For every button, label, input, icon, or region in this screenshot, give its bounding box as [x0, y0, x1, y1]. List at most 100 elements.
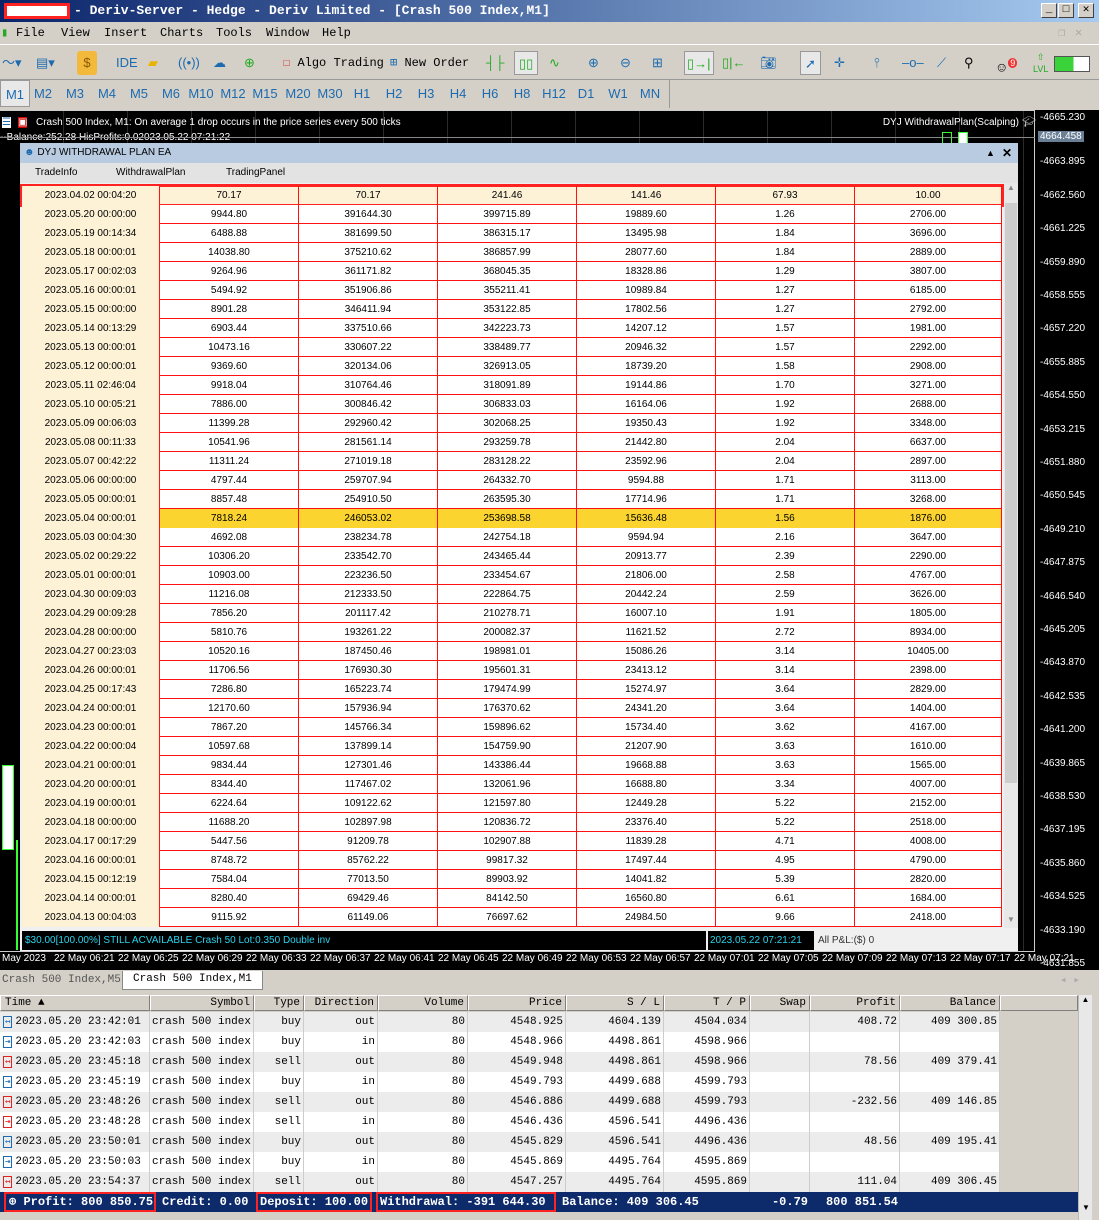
table-row[interactable]: 2023.04.30 00:09:03 11216.08 212333.50 2228…	[22, 585, 1002, 604]
timeframe-h12[interactable]: H12	[542, 86, 566, 101]
column-header-tp[interactable]: T / P	[664, 995, 750, 1011]
table-row[interactable]: 2023.04.20 00:00:01 8344.40 117467.02 13206…	[22, 775, 1002, 794]
timeframe-m12[interactable]: M12	[220, 86, 246, 101]
tab-crash500-m1[interactable]: Crash 500 Index,M1	[122, 971, 263, 990]
table-row[interactable]: 2023.04.14 00:00:01 8280.40 69429.46 84142.…	[22, 889, 1002, 908]
timeframe-m10[interactable]: M10	[188, 86, 214, 101]
scroll-down-icon[interactable]: ▼	[1007, 915, 1015, 924]
scroll-up-icon[interactable]: ▲	[1007, 183, 1015, 192]
table-row[interactable]: 2023.05.12 00:00:01 9369.60 320134.06 32691…	[22, 357, 1002, 376]
timeframe-m3[interactable]: M3	[65, 86, 85, 101]
table-row[interactable]: 2023.05.04 00:00:01 7818.24 246053.02 25369…	[22, 509, 1002, 528]
table-row[interactable]: 2023.05.01 00:00:01 10903.00 223236.50 2334…	[22, 566, 1002, 585]
cursor-icon[interactable]: ➚	[800, 51, 821, 75]
timeframe-h6[interactable]: H6	[481, 86, 499, 101]
child-restore-icon[interactable]: ❐	[1058, 26, 1066, 40]
column-header-price[interactable]: Price	[468, 995, 566, 1011]
history-row[interactable]: ↤ 2023.05.20 23:50:01 crash 500 index buy ou…	[0, 1132, 1000, 1152]
column-header-profit[interactable]: Profit	[810, 995, 900, 1011]
menu-insert[interactable]: Insert	[104, 26, 148, 40]
panel-scrollbar[interactable]: ▲ ▼	[1004, 183, 1018, 928]
collapse-icon[interactable]: ▲	[986, 148, 995, 158]
market-bag-icon[interactable]: ▰	[148, 55, 158, 70]
table-row[interactable]: 2023.05.16 00:00:01 5494.92 351906.86 35521…	[22, 281, 1002, 300]
column-header-volume[interactable]: Volume	[378, 995, 468, 1011]
timeframe-m15[interactable]: M15	[252, 86, 278, 101]
column-header-sl[interactable]: S / L	[566, 995, 664, 1011]
table-row[interactable]: 2023.05.06 00:00:00 4797.44 259707.94 26433…	[22, 471, 1002, 490]
screenshot-icon[interactable]: 📷︎	[760, 55, 777, 70]
table-row[interactable]: 2023.04.23 00:00:01 7867.20 145766.34 15989…	[22, 718, 1002, 737]
line-chart-icon[interactable]: 〜▾	[2, 55, 22, 70]
table-row[interactable]: 2023.04.15 00:12:19 7584.04 77013.50 89903.…	[22, 870, 1002, 889]
table-row[interactable]: 2023.05.15 00:00:00 8901.28 346411.94 35312…	[22, 300, 1002, 319]
scroll-thumb[interactable]	[1005, 203, 1017, 783]
chart-shift-icon[interactable]: ▯|←	[722, 55, 746, 70]
expand-icon[interactable]: ⊕	[9, 1195, 17, 1209]
table-row[interactable]: 2023.05.05 00:00:01 8857.48 254910.50 26359…	[22, 490, 1002, 509]
history-row[interactable]: ⇥ 2023.05.20 23:45:19 crash 500 index buy in…	[0, 1072, 1000, 1092]
crosshair-icon[interactable]: ✛	[834, 55, 845, 70]
table-row[interactable]: 2023.05.10 00:05:21 7886.00 300846.42 30683…	[22, 395, 1002, 414]
ide-button[interactable]: IDE	[116, 55, 138, 70]
new-order-button[interactable]: ⊞ New Order	[390, 51, 469, 75]
column-header-swap[interactable]: Swap	[750, 995, 810, 1011]
horizontal-line-icon[interactable]: –o–	[902, 55, 924, 70]
trendline-icon[interactable]: ⟋	[937, 55, 947, 70]
cloud-icon[interactable]: ☁	[213, 55, 226, 70]
menu-view[interactable]: View	[61, 26, 90, 40]
column-header-balance[interactable]: Balance	[900, 995, 1000, 1011]
timeframe-m2[interactable]: M2	[33, 86, 53, 101]
algo-trading-button[interactable]: ☐ Algo Trading	[283, 51, 384, 75]
table-row[interactable]: 2023.04.17 00:17:29 5447.56 91209.78 102907…	[22, 832, 1002, 851]
timeframe-w1[interactable]: W1	[608, 86, 628, 101]
history-row[interactable]: ↤ 2023.05.20 23:42:01 crash 500 index buy ou…	[0, 1012, 1000, 1032]
history-scrollbar[interactable]: ▲ ▼	[1078, 995, 1092, 1220]
table-row[interactable]: 2023.04.29 00:09:28 7856.20 201117.42 21027…	[22, 604, 1002, 623]
table-row[interactable]: 2023.04.16 00:00:01 8748.72 85762.22 99817.…	[22, 851, 1002, 870]
auto-scroll-icon[interactable]: ▯→|	[684, 51, 714, 75]
timeframe-m5[interactable]: M5	[129, 86, 149, 101]
history-row[interactable]: ⇥ 2023.05.20 23:42:03 crash 500 index buy in…	[0, 1032, 1000, 1052]
table-row[interactable]: 2023.04.24 00:00:01 12170.60 157936.94 1763…	[22, 699, 1002, 718]
zoom-out-icon[interactable]: ⊖	[620, 55, 631, 70]
timeframe-h4[interactable]: H4	[449, 86, 467, 101]
zoom-in-icon[interactable]: ⊕	[588, 55, 599, 70]
timeframe-h1[interactable]: H1	[353, 86, 371, 101]
table-row[interactable]: 2023.04.02 00:04:20 70.17 70.17 241.46 141.4…	[20, 184, 1004, 207]
table-row[interactable]: 2023.05.17 00:02:03 9264.96 361171.82 36804…	[22, 262, 1002, 281]
table-row[interactable]: 2023.04.18 00:00:00 11688.20 102897.98 1208…	[22, 813, 1002, 832]
column-header-symbol[interactable]: Symbol	[150, 995, 254, 1011]
tab-tradeinfo[interactable]: TradeInfo	[35, 167, 78, 178]
table-row[interactable]: 2023.04.13 00:04:03 9115.92 61149.06 76697.…	[22, 908, 1002, 927]
column-header-time[interactable]: Time ▲	[0, 995, 150, 1011]
history-row[interactable]: ⇥ 2023.05.20 23:50:03 crash 500 index buy in…	[0, 1152, 1000, 1172]
menu-charts[interactable]: Charts	[160, 26, 204, 40]
table-row[interactable]: 2023.04.22 00:00:04 10597.68 137899.14 1547…	[22, 737, 1002, 756]
menu-tools[interactable]: Tools	[216, 26, 253, 40]
vps-add-icon[interactable]: ⊕	[244, 55, 255, 70]
table-row[interactable]: 2023.05.02 00:29:22 10306.20 233542.70 2434…	[22, 547, 1002, 566]
table-row[interactable]: 2023.05.09 00:06:03 11399.28 292960.42 3020…	[22, 414, 1002, 433]
timeframe-m6[interactable]: M6	[161, 86, 181, 101]
table-row[interactable]: 2023.05.13 00:00:01 10473.16 330607.22 3384…	[22, 338, 1002, 357]
timeframe-m4[interactable]: M4	[97, 86, 117, 101]
tabs-scroll-arrows[interactable]: ◂ ▸	[1060, 975, 1080, 987]
timeframe-d1[interactable]: D1	[577, 86, 595, 101]
menu-window[interactable]: Window	[266, 26, 310, 40]
table-row[interactable]: 2023.05.14 00:13:29 6903.44 337510.66 34222…	[22, 319, 1002, 338]
history-row[interactable]: ⇥ 2023.05.20 23:48:28 crash 500 index sell i…	[0, 1112, 1000, 1132]
history-row[interactable]: ↤ 2023.05.20 23:48:26 crash 500 index sell o…	[0, 1092, 1000, 1112]
menu-file[interactable]: File	[16, 26, 45, 40]
search-icon[interactable]: ⚲	[964, 55, 974, 70]
table-row[interactable]: 2023.05.07 00:42:22 11311.24 271019.18 2831…	[22, 452, 1002, 471]
panel-title-bar[interactable]: ☻ DYJ WITHDRAWAL PLAN EA ▲ ✕	[20, 143, 1018, 163]
timeframe-m30[interactable]: M30	[317, 86, 343, 101]
table-row[interactable]: 2023.05.08 00:11:33 10541.96 281561.14 2932…	[22, 433, 1002, 452]
signals-icon[interactable]: ((•))	[178, 55, 200, 70]
table-row[interactable]: 2023.04.25 00:17:43 7286.80 165223.74 17947…	[22, 680, 1002, 699]
table-row[interactable]: 2023.04.26 00:00:01 11706.56 176930.30 1956…	[22, 661, 1002, 680]
timeframe-h8[interactable]: H8	[513, 86, 531, 101]
table-row[interactable]: 2023.04.19 00:00:01 6224.64 109122.62 12159…	[22, 794, 1002, 813]
bar-chart-icon[interactable]: ┤├	[486, 55, 505, 70]
